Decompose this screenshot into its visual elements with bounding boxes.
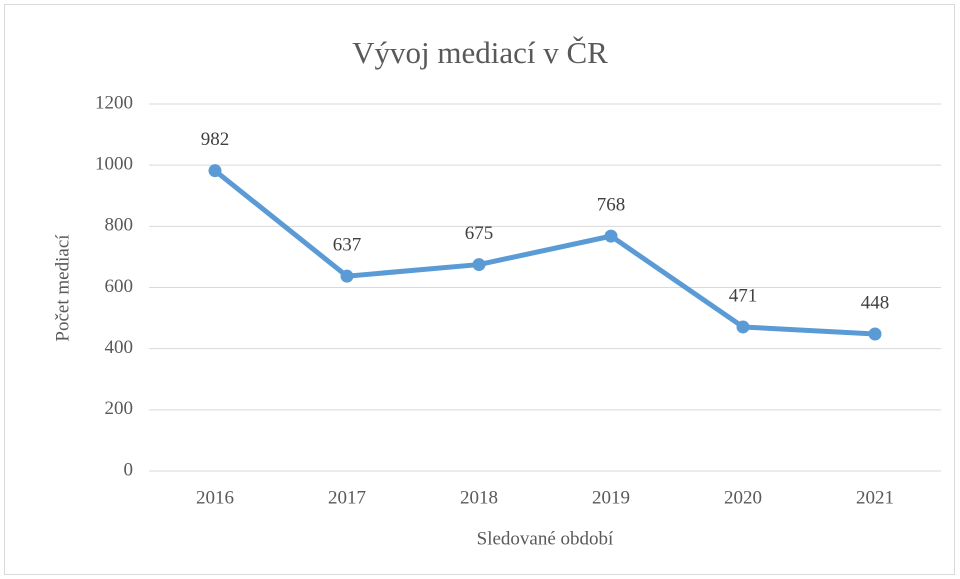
x-tick-label: 2020 xyxy=(724,487,762,508)
x-tick-label: 2016 xyxy=(196,487,234,508)
y-tick-label: 1000 xyxy=(95,154,133,175)
y-tick-label: 600 xyxy=(105,276,134,297)
y-axis-label: Počet mediací xyxy=(52,234,73,342)
x-tick-label: 2019 xyxy=(592,487,630,508)
data-label: 448 xyxy=(861,292,890,313)
y-tick-label: 1200 xyxy=(95,92,133,113)
line xyxy=(212,168,878,337)
marker xyxy=(472,258,486,272)
marker xyxy=(736,320,750,334)
y-tick-label: 200 xyxy=(105,398,134,419)
data-label: 637 xyxy=(333,235,362,256)
x-tick-label: 2018 xyxy=(460,487,498,508)
marker xyxy=(868,327,882,341)
chart-title: Vývoj mediací v ČR xyxy=(352,35,608,70)
data-label: 471 xyxy=(729,285,758,306)
y-tick-label: 400 xyxy=(105,337,134,358)
x-axis-label: Sledované období xyxy=(477,528,614,549)
data-label: 768 xyxy=(597,194,626,215)
marker xyxy=(604,229,618,243)
y-tick-label: 0 xyxy=(124,459,134,480)
x-tick-label: 2017 xyxy=(328,487,366,508)
marker xyxy=(208,164,222,178)
data-label: 982 xyxy=(201,129,230,150)
x-tick-label: 2021 xyxy=(856,487,894,508)
marker xyxy=(340,269,354,283)
chart-border xyxy=(4,4,955,575)
data-label: 675 xyxy=(465,223,494,244)
y-tick-label: 800 xyxy=(105,215,134,236)
